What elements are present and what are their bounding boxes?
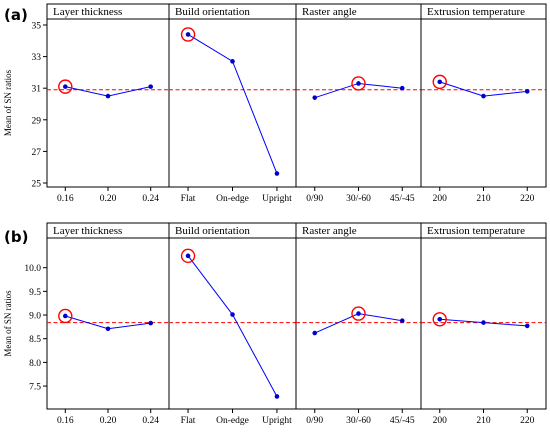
x-tick-label: 45/-45	[390, 194, 415, 204]
x-tick-label: Flat	[181, 416, 196, 426]
y-tick-label: 27	[32, 148, 42, 158]
x-tick-label: 220	[520, 194, 535, 204]
facet-title: Build orientation	[175, 6, 250, 18]
facet-frame	[420, 18, 547, 188]
y-tick-label: 7.5	[29, 383, 41, 393]
data-point	[524, 89, 530, 94]
data-point	[105, 93, 111, 99]
x-tick-label: 0.16	[57, 416, 74, 426]
optimal-level-marker	[432, 312, 447, 327]
data-point	[148, 320, 153, 326]
data-point	[185, 32, 191, 37]
series-line	[187, 255, 278, 397]
facet-frame	[46, 18, 170, 188]
y-tick-label: 9.5	[29, 288, 41, 298]
data-point	[230, 59, 235, 64]
x-tick-label: 0.24	[142, 194, 159, 204]
optimal-level-marker	[58, 79, 73, 94]
data-point	[148, 84, 153, 89]
data-point	[356, 81, 361, 86]
y-tick-label: 8.0	[29, 359, 41, 369]
y-tick-label: 33	[32, 53, 42, 63]
facet-frame	[168, 18, 297, 188]
x-tick-label: Upright	[262, 416, 292, 426]
y-tick-label: 31	[32, 85, 42, 95]
data-point	[63, 313, 68, 319]
data-point	[524, 323, 530, 329]
data-point	[274, 171, 280, 176]
optimal-level-marker	[180, 27, 196, 42]
data-point	[399, 85, 405, 91]
data-point	[481, 93, 486, 99]
y-axis-label: Mean of SN ratios	[3, 290, 13, 357]
facet-title: Raster angle	[302, 225, 357, 237]
x-tick-label: Upright	[262, 194, 292, 204]
panel-label: (b)	[4, 228, 28, 246]
optimal-level-marker	[180, 248, 196, 264]
x-tick-label: On-edge	[216, 194, 249, 204]
x-tick-label: 200	[433, 416, 448, 426]
optimal-level-marker	[58, 308, 73, 324]
data-point	[481, 320, 486, 325]
data-point	[399, 318, 405, 324]
optimal-level-marker	[432, 74, 447, 90]
x-tick-label: 200	[433, 194, 448, 204]
facet-frame	[168, 237, 297, 410]
y-tick-label: 8.5	[29, 335, 41, 345]
facet-title: Extrusion temperature	[427, 225, 525, 237]
facet-title: Raster angle	[302, 6, 357, 18]
facet-frame	[295, 237, 422, 410]
data-point	[274, 394, 280, 399]
data-point	[105, 326, 111, 332]
x-tick-label: 210	[476, 194, 491, 204]
data-point	[185, 253, 191, 259]
x-tick-label: 0/90	[306, 194, 323, 204]
data-point	[63, 84, 68, 89]
x-tick-label: 30/-60	[346, 416, 371, 426]
series-line	[187, 34, 278, 174]
data-point	[230, 312, 235, 317]
x-tick-label: Flat	[181, 194, 196, 204]
panel-label: (a)	[4, 6, 28, 24]
y-tick-label: 10.0	[24, 264, 41, 274]
x-tick-label: 0.20	[100, 194, 117, 204]
x-tick-label: 0.24	[142, 416, 159, 426]
x-tick-label: 0.20	[100, 416, 117, 426]
facet-title: Layer thickness	[53, 6, 122, 18]
optimal-level-marker	[351, 76, 366, 91]
facet-title: Extrusion temperature	[427, 6, 525, 18]
y-tick-label: 35	[32, 22, 42, 32]
facet-title: Layer thickness	[53, 225, 122, 237]
x-tick-label: 220	[520, 416, 535, 426]
facet-title: Build orientation	[175, 225, 250, 237]
x-tick-label: On-edge	[216, 416, 249, 426]
data-point	[437, 316, 443, 322]
x-tick-label: 210	[476, 416, 491, 426]
optimal-level-marker	[351, 306, 366, 321]
facet-frame	[295, 18, 422, 188]
data-point	[312, 330, 318, 336]
data-point	[312, 95, 318, 100]
x-tick-label: 30/-60	[346, 194, 371, 204]
x-tick-label: 0/90	[306, 416, 323, 426]
y-axis-label: Mean of SN ratios	[3, 69, 13, 136]
y-tick-label: 29	[32, 116, 42, 126]
x-tick-label: 45/-45	[390, 416, 415, 426]
y-tick-label: 25	[32, 180, 42, 190]
series-line	[314, 313, 403, 334]
y-tick-label: 9.0	[29, 312, 41, 322]
x-tick-label: 0.16	[57, 194, 74, 204]
data-point	[356, 311, 361, 316]
data-point	[437, 79, 443, 85]
